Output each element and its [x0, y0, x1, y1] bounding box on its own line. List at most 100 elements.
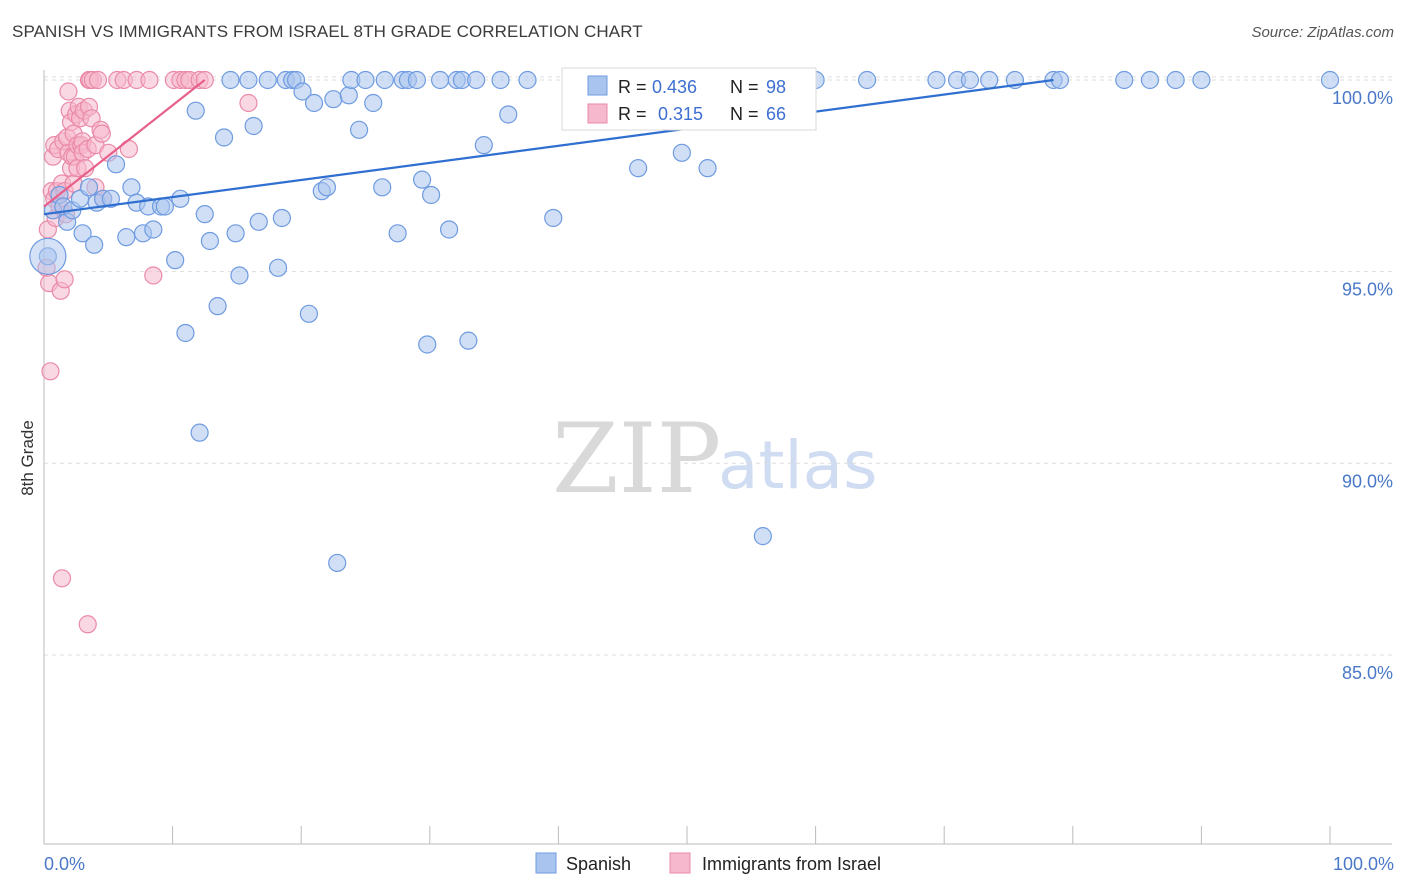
spanish-point-29: [208, 297, 227, 316]
spanish-point-57: [388, 224, 407, 243]
legend-spanish-r-value: 0.436: [652, 77, 697, 97]
trend-lines: [43, 78, 1054, 216]
spanish-point-77: [629, 159, 648, 178]
spanish-point-86: [927, 70, 946, 90]
legend-spanish-n-label: N =: [730, 77, 759, 97]
spanish-point-38: [268, 258, 288, 277]
spanish-point-68: [459, 331, 478, 350]
y-tick-label-100: 100.0%: [1332, 88, 1393, 108]
spanish-point-52: [349, 120, 369, 139]
legend-top: R = 0.436 N = 98 R = 0.315 N = 66: [561, 67, 817, 131]
spanish-trend-line: [43, 78, 1054, 216]
watermark-zip: ZIP: [552, 403, 721, 515]
spanish-point-23: [171, 189, 190, 208]
spanish-point-95: [1166, 70, 1185, 90]
spanish-point-56: [375, 70, 394, 90]
spanish-point-79: [672, 143, 691, 162]
spanish-point-31: [221, 70, 240, 90]
watermark: ZIP atlas: [552, 403, 878, 515]
spanish-point-53: [356, 70, 375, 90]
spanish-point-94: [1140, 70, 1160, 90]
spanish-point-22: [166, 251, 185, 270]
spanish-point-9: [85, 235, 104, 254]
series-israel-points: [37, 70, 258, 634]
spanish-point-39: [272, 208, 292, 228]
spanish-point-55: [373, 178, 392, 197]
israel-point-50: [92, 124, 111, 143]
israel-point-57: [140, 70, 159, 90]
spanish-point-69: [466, 70, 486, 90]
spanish-point-85: [857, 70, 877, 90]
spanish-point-60: [407, 70, 427, 90]
legend-israel-swatch: [587, 103, 608, 124]
spanish-point-70: [474, 136, 493, 155]
chart-title: SPANISH VS IMMIGRANTS FROM ISRAEL 8TH GR…: [12, 22, 643, 41]
gridlines: [44, 76, 1392, 656]
spanish-point-50: [339, 86, 358, 105]
legend-israel-n-label: N =: [730, 104, 759, 124]
legend-israel-n-value: 66: [766, 104, 786, 124]
legend-bottom-israel-swatch: [669, 852, 691, 874]
spanish-point-97: [1320, 70, 1340, 90]
spanish-point-12: [101, 189, 120, 208]
x-axis-ticks: [43, 826, 1331, 844]
legend-spanish-r-label: R =: [618, 77, 647, 97]
spanish-point-48: [328, 553, 347, 573]
spanish-point-92: [1050, 70, 1070, 90]
spanish-point-26: [190, 423, 209, 442]
israel-point-20: [59, 82, 78, 101]
y-tick-label-95: 95.0%: [1342, 280, 1393, 300]
spanish-point-62: [418, 335, 437, 354]
spanish-point-65: [439, 220, 459, 239]
spanish-point-19: [144, 220, 163, 239]
spanish-point-54: [364, 93, 383, 113]
legend-israel-r-value: 0.315: [658, 104, 703, 124]
spanish-point-34: [239, 70, 258, 90]
israel-trend-line: [43, 79, 206, 208]
spanish-point-45: [304, 93, 324, 113]
spanish-point-93: [1115, 70, 1134, 90]
legend-bottom-israel-label: Immigrants from Israel: [702, 854, 881, 874]
spanish-point-96: [1192, 70, 1211, 90]
spanish-point-large: [29, 237, 67, 275]
x-tick-label-0: 0.0%: [44, 854, 85, 874]
spanish-point-36: [249, 212, 268, 231]
spanish-point-27: [195, 205, 214, 224]
watermark-atlas: atlas: [718, 427, 878, 504]
spanish-point-33: [230, 266, 249, 285]
x-tick-label-100: 100.0%: [1333, 854, 1394, 874]
spanish-point-28: [200, 231, 219, 251]
y-axis-label: 8th Grade: [18, 420, 37, 496]
israel-point-65: [239, 93, 258, 113]
spanish-point-64: [430, 70, 450, 90]
israel-point-14: [52, 569, 72, 588]
spanish-point-88: [960, 70, 980, 90]
spanish-point-35: [244, 116, 263, 136]
spanish-point-61: [412, 170, 432, 189]
spanish-point-13: [106, 155, 126, 174]
israel-point-3: [41, 362, 60, 381]
spanish-point-24: [176, 323, 195, 343]
spanish-point-44: [299, 304, 319, 323]
spanish-point-82: [753, 527, 772, 546]
legend-bottom: Spanish Immigrants from Israel: [535, 852, 881, 874]
spanish-point-8: [79, 178, 99, 197]
legend-bottom-spanish-label: Spanish: [566, 854, 631, 874]
spanish-point-14: [117, 228, 136, 247]
spanish-point-15: [122, 178, 141, 197]
spanish-point-25: [186, 101, 205, 120]
spanish-point-80: [698, 159, 717, 178]
y-tick-labels: 85.0% 90.0% 95.0% 100.0%: [1332, 88, 1393, 683]
israel-point-17: [55, 270, 74, 289]
israel-point-39: [78, 615, 97, 634]
spanish-point-71: [491, 70, 510, 90]
legend-spanish-n-value: 98: [766, 77, 786, 97]
spanish-point-74: [544, 208, 563, 228]
spanish-point-37: [258, 70, 277, 90]
source-label: Source: ZipAtlas.com: [1251, 24, 1394, 41]
israel-point-48: [88, 70, 108, 90]
spanish-point-47: [317, 178, 337, 197]
spanish-point-72: [499, 105, 518, 124]
spanish-point-7: [73, 224, 92, 243]
